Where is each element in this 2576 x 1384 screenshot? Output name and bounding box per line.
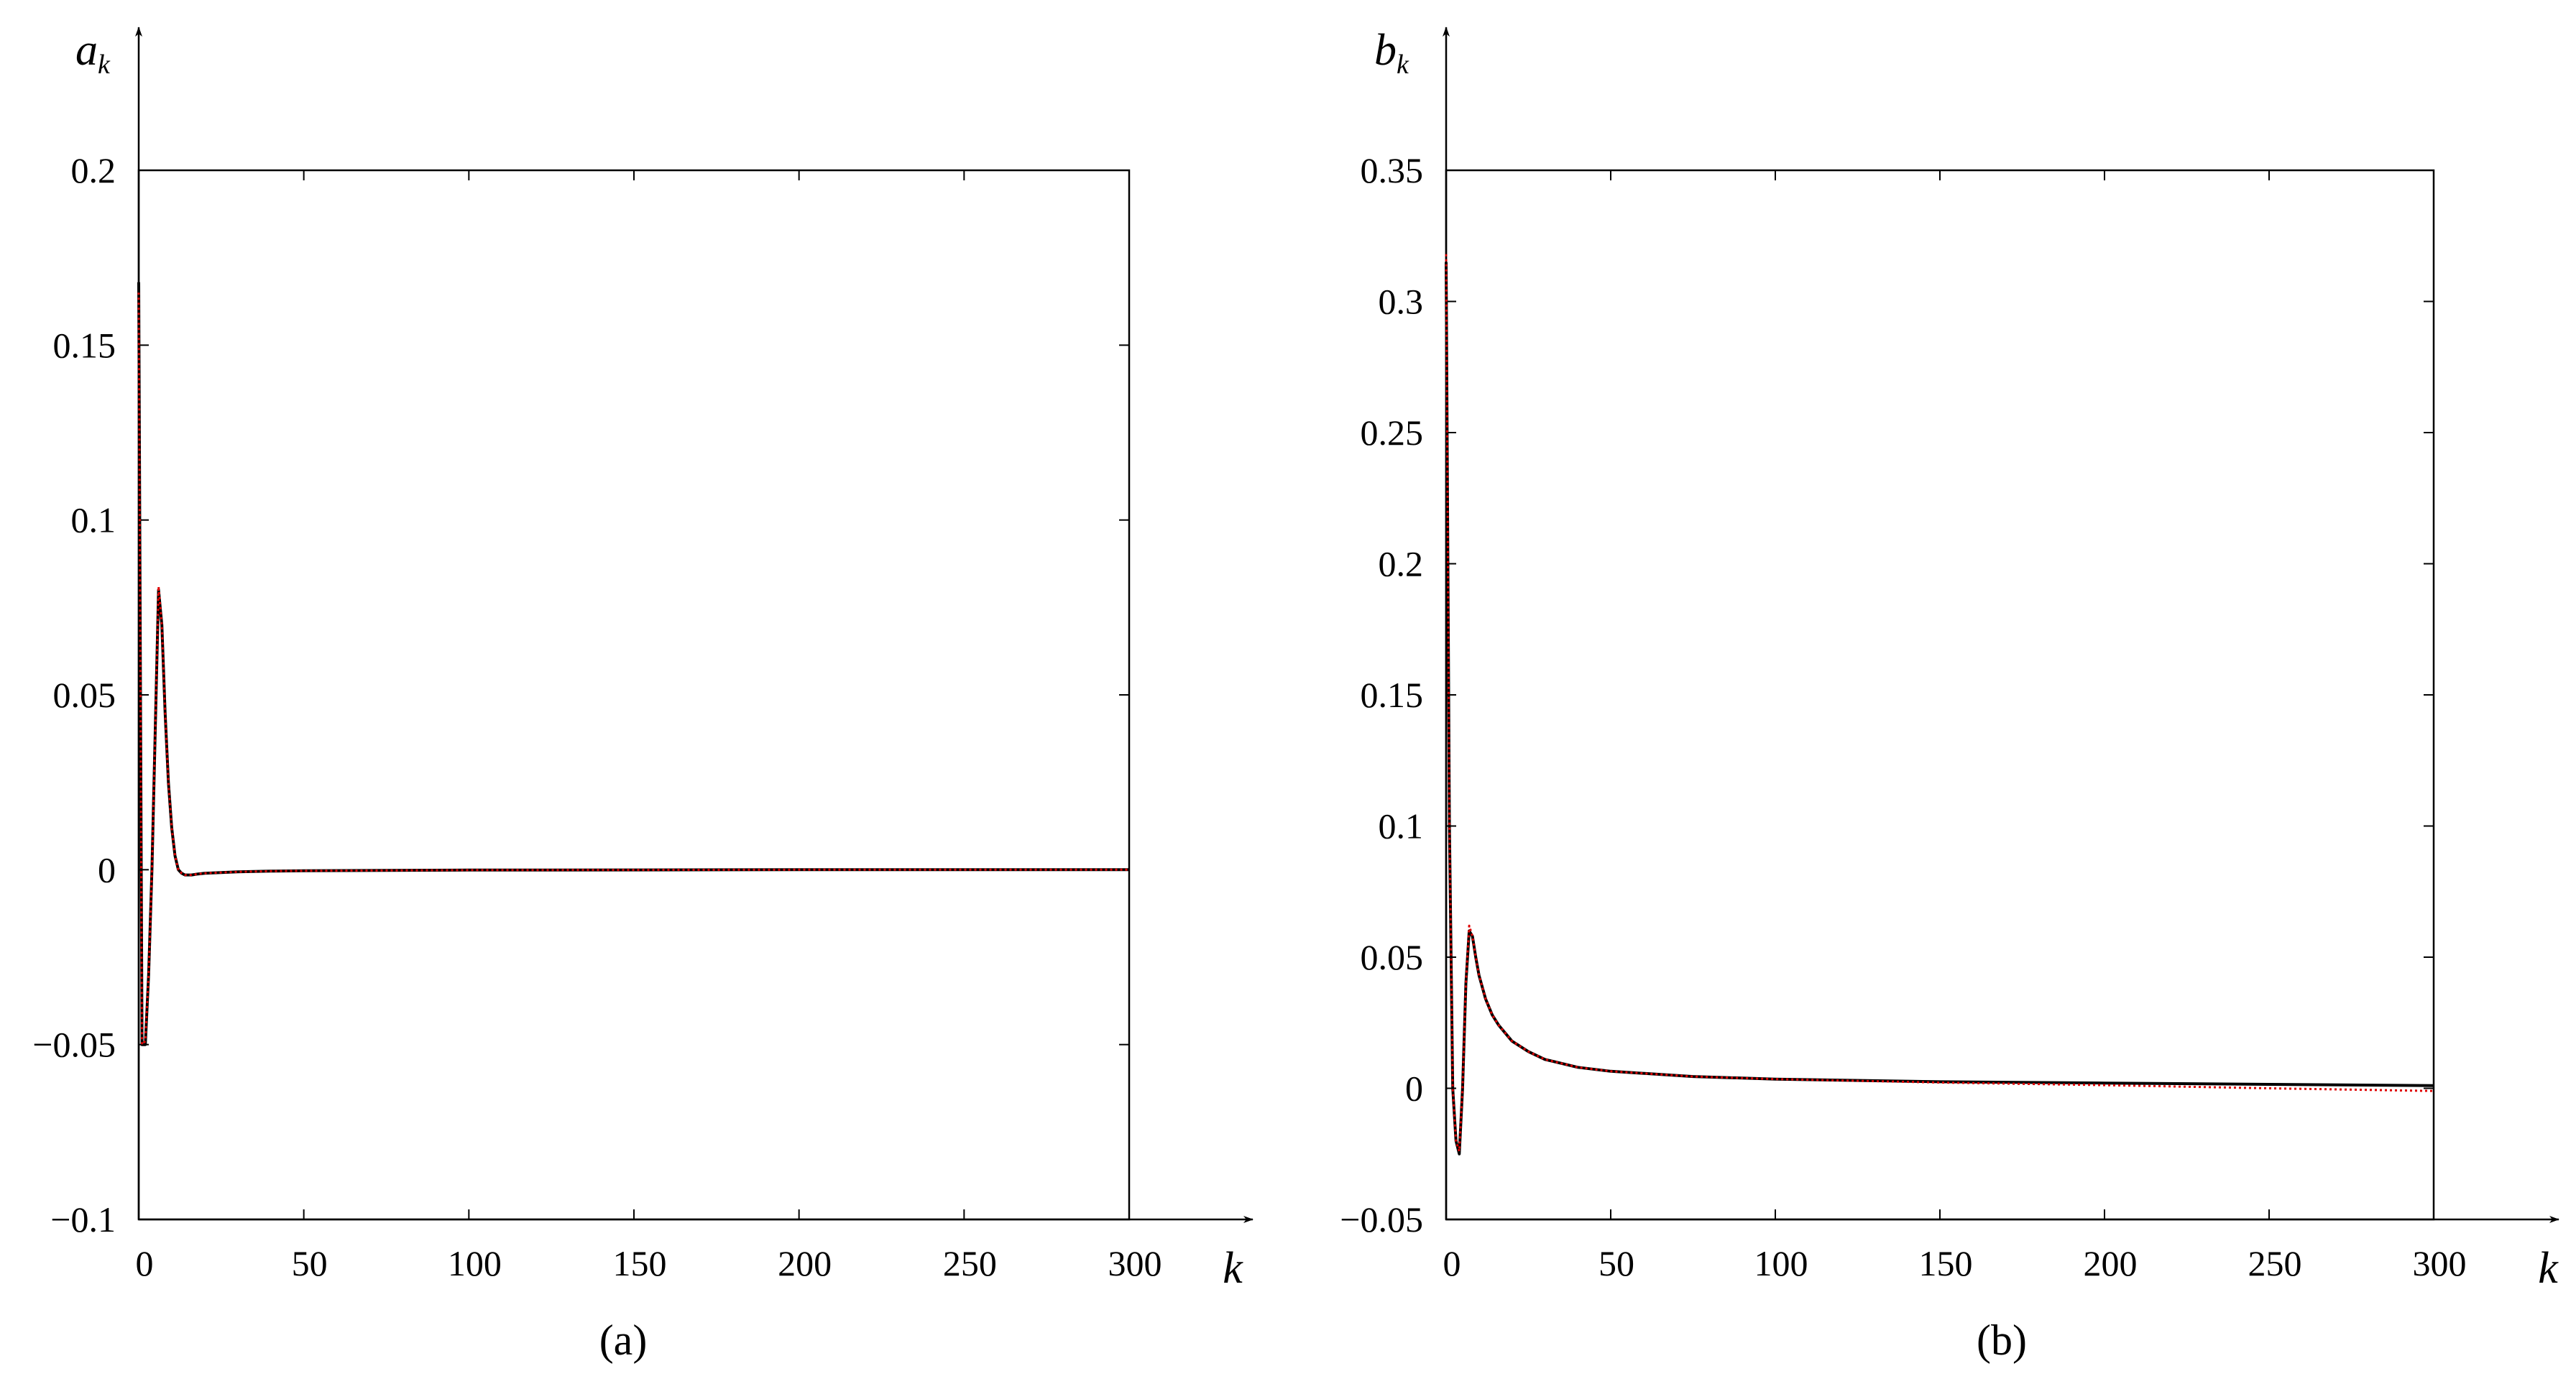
y-tick-label: 0.25 [1361, 412, 1424, 453]
series-line-dotted [137, 292, 1129, 1046]
x-tick-label: 150 [613, 1243, 667, 1283]
x-tick-label: 50 [1598, 1243, 1634, 1283]
x-tick-label: 200 [2084, 1243, 2138, 1283]
y-axis-label-subscript: k [98, 50, 111, 80]
y-tick-label: −0.1 [50, 1199, 116, 1240]
x-tick-label: 0 [136, 1243, 154, 1283]
x-axis-label: k [2538, 1244, 2559, 1293]
series-line-solid [1445, 262, 2434, 1155]
series-line-dotted [1445, 254, 2434, 1153]
panel-caption: (a) [599, 1316, 648, 1364]
y-tick-label: 0.05 [53, 675, 116, 715]
y-tick-label: −0.05 [32, 1025, 116, 1065]
x-tick-label: 200 [778, 1243, 832, 1283]
x-tick-label: 100 [448, 1243, 502, 1283]
x-tick-label: 150 [1919, 1243, 1973, 1283]
y-tick-label: 0.15 [1361, 675, 1424, 715]
x-axis-label: k [1223, 1244, 1243, 1293]
x-tick-label: 50 [292, 1243, 328, 1283]
y-axis-label: bk [1374, 26, 1409, 80]
y-tick-label: 0.2 [71, 150, 116, 190]
y-tick-label: 0.05 [1361, 937, 1424, 977]
plot-frame [137, 169, 1131, 1221]
chart-panel-b: −0.05 0 0.05 0.1 0.15 0.2 0.25 0.3 0.35 0 50 100 150… [1340, 26, 2559, 1364]
y-tick-label: 0.15 [53, 325, 116, 365]
panel-caption: (b) [1977, 1316, 2027, 1364]
y-tick-label: 0.35 [1361, 150, 1424, 190]
x-tick-label: 100 [1754, 1243, 1808, 1283]
y-tick-label: 0 [98, 849, 116, 890]
x-tick-label: 300 [2413, 1243, 2467, 1283]
x-tick-label: 0 [1443, 1243, 1461, 1283]
y-axis-label: ak [75, 26, 111, 80]
y-tick-label: −0.05 [1340, 1199, 1423, 1240]
x-tick-label: 250 [943, 1243, 997, 1283]
chart-panel-a: −0.1 −0.05 0 0.05 0.1 0.15 0.2 0 50 100 150 200 250 3… [32, 26, 1254, 1364]
y-tick-label: 0.3 [1379, 282, 1424, 322]
y-tick-label: 0.1 [71, 500, 116, 540]
x-tick-label: 300 [1108, 1243, 1162, 1283]
y-tick-label: 0.1 [1379, 806, 1424, 846]
y-tick-label: 0 [1405, 1069, 1423, 1109]
y-axis-label-main: b [1374, 26, 1397, 75]
y-axis-label-subscript: k [1397, 50, 1409, 80]
series-line-solid [137, 282, 1129, 1046]
y-tick-label: 0.2 [1379, 544, 1424, 584]
plot-frame [1445, 169, 2435, 1221]
y-axis-label-main: a [75, 26, 98, 75]
x-tick-label: 250 [2248, 1243, 2302, 1283]
